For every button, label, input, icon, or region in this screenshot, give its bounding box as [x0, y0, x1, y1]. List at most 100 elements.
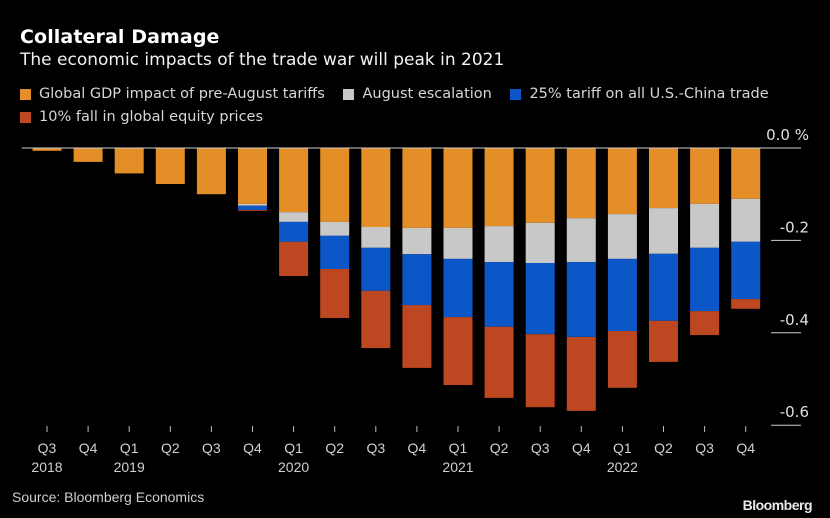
x-tick-label-quarter: Q3	[38, 440, 57, 456]
x-tick-label-quarter: Q4	[79, 440, 98, 456]
legend-item-august-escalation: August escalation	[343, 84, 492, 105]
legend-label: 10% fall in global equity prices	[39, 109, 264, 125]
bar-segment-q4-2022-series-0	[731, 148, 761, 199]
legend-label: Global GDP impact of pre-August tariffs	[39, 86, 325, 102]
bar-segment-q4-2022-series-3	[731, 299, 761, 309]
bar-segment-q2-2022-series-0	[649, 148, 678, 209]
bar-segment-q1-2020-series-1	[279, 212, 309, 222]
bar-segment-q4-2020-series-3	[402, 305, 432, 368]
y-tick-label: -0.6	[780, 403, 809, 421]
x-tick-label-quarter: Q4	[408, 440, 427, 456]
bar-segment-q1-2020-series-0	[279, 148, 309, 213]
bar-segment-q4-2021-series-1	[566, 218, 596, 263]
x-tick-label-quarter: Q2	[654, 440, 673, 456]
y-tick-label: -0.2	[780, 218, 809, 236]
legend-item-pre-august-tariffs: Global GDP impact of pre-August tariffs	[20, 84, 325, 105]
x-tick-label-year: 2018	[31, 459, 62, 475]
bar-segment-q1-2021-series-2	[443, 258, 473, 318]
bar-segment-q4-2021-series-3	[566, 337, 596, 411]
source-note: Source: Bloomberg Economics	[12, 489, 205, 505]
bars-group	[32, 148, 761, 411]
bar-segment-q2-2021-series-1	[484, 226, 514, 263]
bar-segment-q1-2021-series-0	[443, 148, 473, 228]
x-tick-label-quarter: Q3	[695, 440, 714, 456]
x-tick-label-quarter: Q1	[284, 440, 303, 456]
bar-segment-q1-2021-series-3	[443, 317, 473, 385]
bar-segment-q3-2022-series-3	[690, 311, 720, 336]
x-tick-label-quarter: Q1	[449, 440, 468, 456]
bar-segment-q4-2020-series-1	[402, 227, 432, 255]
x-axis: Q3 2018 Q4 Q1 2019 Q2 Q3 Q4 Q1 2020 Q2 Q3 Q4 Q1 2021 Q2…	[31, 426, 755, 475]
bar-segment-q3-2019-series-0	[196, 148, 226, 195]
legend-swatch-grey	[343, 89, 355, 100]
x-tick-label-quarter: Q2	[490, 440, 509, 456]
bar-segment-q2-2020-series-1	[320, 221, 350, 236]
bar-segment-q2-2020-series-0	[320, 148, 350, 222]
bar-segment-q1-2022-series-1	[607, 214, 637, 259]
bar-segment-q3-2022-series-0	[690, 148, 720, 204]
bar-segment-q2-2019-series-0	[155, 148, 185, 184]
x-tick-label-quarter: Q3	[202, 440, 221, 456]
bar-segment-q4-2019-series-1	[238, 203, 267, 206]
bar-segment-q2-2021-series-2	[484, 262, 514, 327]
x-tick-label-year: 2019	[114, 459, 145, 475]
bar-segment-q1-2019-series-0	[114, 148, 144, 174]
x-tick-label-quarter: Q1	[120, 440, 139, 456]
x-tick-label-quarter: Q2	[325, 440, 344, 456]
bar-segment-q3-2022-series-2	[690, 247, 720, 312]
x-tick-label-year: 2021	[442, 459, 473, 475]
bar-segment-q4-2022-series-2	[731, 241, 761, 300]
bar-segment-q3-2020-series-0	[361, 148, 391, 227]
bar-segment-q4-2022-series-1	[731, 198, 761, 242]
y-tick-label: 0.0 %	[766, 126, 809, 144]
x-tick-label-quarter: Q4	[736, 440, 755, 456]
bar-segment-q4-2020-series-2	[402, 254, 432, 306]
legend-label: August escalation	[362, 86, 492, 102]
bar-segment-q1-2020-series-2	[279, 221, 309, 242]
legend-swatch-blue	[510, 89, 522, 100]
y-tick-label: -0.4	[780, 311, 809, 329]
bar-segment-q4-2019-series-3	[238, 209, 267, 211]
bar-segment-q2-2020-series-2	[320, 235, 350, 270]
legend: Global GDP impact of pre-August tariffs …	[20, 84, 810, 130]
x-tick-label-quarter: Q3	[366, 440, 385, 456]
x-tick-label-quarter: Q4	[572, 440, 591, 456]
bar-segment-q3-2021-series-0	[525, 148, 555, 223]
bar-segment-q1-2022-series-0	[607, 148, 637, 215]
legend-swatch-orange	[20, 89, 31, 100]
legend-swatch-red	[20, 112, 31, 123]
x-tick-label-quarter: Q1	[613, 440, 632, 456]
legend-item-equity-fall: 10% fall in global equity prices	[20, 107, 263, 128]
bar-segment-q2-2020-series-3	[320, 269, 350, 318]
x-tick-label-year: 2022	[607, 459, 638, 475]
bar-segment-q2-2021-series-3	[484, 326, 514, 398]
bar-segment-q4-2020-series-0	[402, 148, 432, 228]
bar-segment-q4-2018-series-0	[73, 148, 103, 162]
x-tick-label-year: 2020	[278, 459, 309, 475]
bar-segment-q2-2022-series-3	[649, 320, 678, 362]
bar-segment-q1-2022-series-3	[607, 331, 637, 388]
y-axis: 0.0 % -0.2 -0.4 -0.6	[22, 126, 809, 426]
bar-segment-q2-2022-series-1	[649, 208, 678, 254]
bar-segment-q4-2021-series-2	[566, 262, 596, 337]
bar-segment-q3-2018-series-0	[32, 148, 62, 151]
bar-segment-q4-2019-series-2	[238, 205, 267, 210]
bar-segment-q3-2020-series-2	[361, 247, 391, 291]
x-tick-label-quarter: Q2	[161, 440, 180, 456]
x-tick-label-quarter: Q3	[531, 440, 550, 456]
legend-item-25pct-tariff: 25% tariff on all U.S.-China trade	[510, 84, 769, 105]
chart-subtitle: The economic impacts of the trade war wi…	[20, 50, 505, 70]
bar-segment-q4-2021-series-0	[566, 148, 596, 219]
bar-segment-q3-2020-series-1	[361, 227, 391, 248]
bar-segment-q2-2022-series-2	[649, 253, 678, 321]
bar-segment-q4-2019-series-0	[238, 148, 267, 204]
bar-segment-q1-2020-series-3	[279, 241, 309, 276]
bar-segment-q1-2022-series-2	[607, 258, 637, 331]
bar-segment-q3-2022-series-1	[690, 203, 720, 248]
bar-segment-q2-2021-series-0	[484, 148, 514, 227]
bloomberg-logo: Bloomberg	[742, 497, 813, 513]
bar-segment-q3-2021-series-3	[525, 334, 555, 408]
x-tick-label-quarter: Q4	[243, 440, 262, 456]
legend-label: 25% tariff on all U.S.-China trade	[529, 86, 769, 102]
